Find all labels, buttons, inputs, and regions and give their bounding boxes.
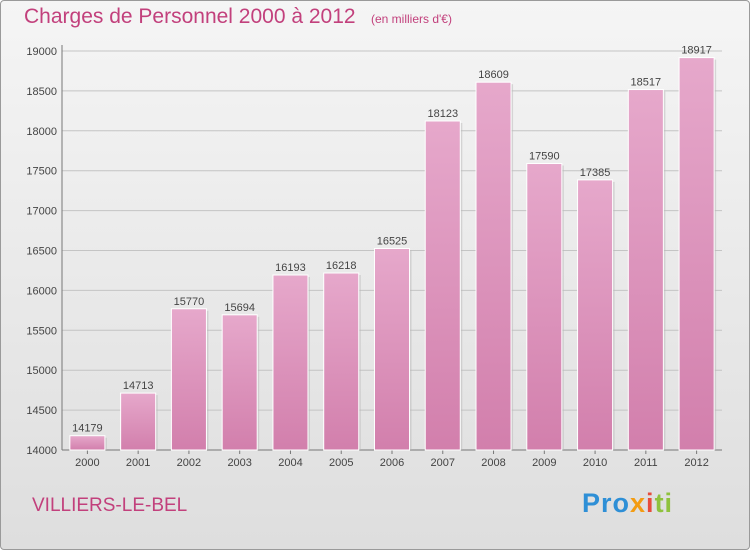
x-tick-label-2000: 2000: [75, 457, 99, 469]
y-tick-label: 16500: [26, 246, 57, 258]
logo-part-3: i: [646, 488, 655, 518]
y-tick-label: 18500: [26, 86, 57, 98]
bar-2000: [69, 435, 106, 451]
bar-2006: [373, 248, 411, 451]
bar-2003: [221, 314, 258, 451]
x-tick-label-2002: 2002: [177, 457, 201, 469]
bar-2012: [678, 57, 715, 451]
data-label-2003: 15694: [224, 302, 255, 314]
data-label-2012: 18917: [681, 45, 712, 57]
data-label-2002: 15770: [174, 296, 205, 308]
data-label-2004: 16193: [275, 262, 306, 274]
y-tick-label: 15000: [26, 365, 57, 377]
x-tick-label-2001: 2001: [126, 457, 150, 469]
y-tick-label: 19000: [26, 46, 57, 58]
city-name: VILLIERS-LE-BEL: [32, 495, 188, 516]
data-label-2009: 17590: [529, 151, 560, 163]
bar-2008: [475, 81, 512, 451]
chart-subtitle: (en milliers d'€): [371, 12, 452, 26]
data-label-2011: 18517: [631, 77, 662, 89]
label-layer: 14179 14713 15770 15694 16193 16218 16525 18123…: [72, 45, 712, 435]
bar-2010: [577, 179, 614, 451]
logo-part-4: ti: [654, 488, 674, 518]
x-tick-label-2012: 2012: [684, 457, 708, 469]
bar-2009: [526, 163, 563, 451]
proxiti-logo[interactable]: Proxiti: [582, 488, 673, 519]
data-label-2007: 18123: [427, 108, 458, 120]
y-tick-label: 17000: [26, 206, 57, 218]
data-label-2005: 16218: [326, 260, 357, 272]
data-label-2001: 14713: [123, 380, 154, 392]
y-tick-label: 15500: [26, 325, 57, 337]
bar-2001: [120, 392, 157, 451]
x-tick-label-2004: 2004: [278, 457, 302, 469]
x-tick-label-2010: 2010: [583, 457, 607, 469]
y-tick-label: 18000: [26, 126, 57, 138]
bar-layer: [69, 57, 717, 451]
chart-title: Charges de Personnel 2000 à 2012: [24, 5, 356, 28]
logo-part-2: x: [630, 488, 647, 518]
logo-part-1: Pro: [582, 488, 631, 518]
x-tick-label-2009: 2009: [532, 457, 556, 469]
bar-2007: [424, 120, 461, 451]
y-tick-label: 16000: [26, 285, 57, 297]
x-tick-label-2011: 2011: [634, 457, 658, 469]
bar-2005: [323, 272, 360, 451]
bar-2011: [627, 89, 664, 451]
x-tick-label-2007: 2007: [431, 457, 455, 469]
data-label-2006: 16525: [377, 236, 408, 248]
y-tick-label: 14000: [26, 445, 57, 457]
x-tick-label-2005: 2005: [329, 457, 353, 469]
data-label-2008: 18609: [478, 69, 509, 81]
bar-2002: [170, 308, 207, 451]
x-tick-label-2006: 2006: [380, 457, 404, 469]
data-label-2010: 17385: [580, 167, 611, 179]
x-tick-label-2003: 2003: [227, 457, 251, 469]
y-tick-label: 14500: [26, 405, 57, 417]
bar-2004: [272, 274, 309, 451]
x-tick-label-2008: 2008: [481, 457, 505, 469]
data-label-2000: 14179: [72, 423, 103, 435]
y-tick-label: 17500: [26, 166, 57, 178]
